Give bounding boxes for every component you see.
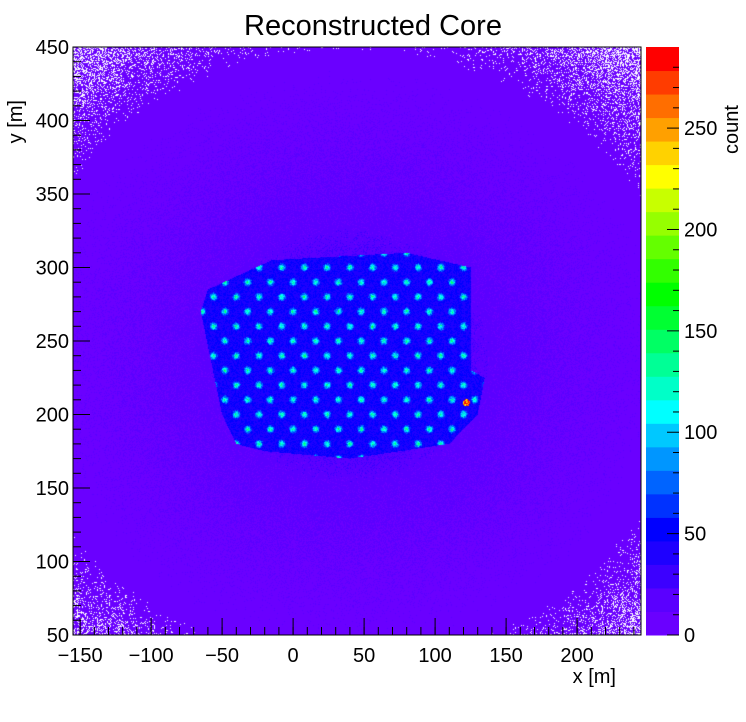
y-tick-label: 350 (36, 184, 69, 206)
color-scale-step (646, 305, 679, 330)
color-scale-step (646, 70, 679, 95)
z-tick-label: 100 (684, 422, 717, 444)
color-scale-step (646, 493, 679, 518)
y-tick-label: 50 (47, 625, 69, 647)
x-tick-label: −150 (58, 645, 103, 667)
x-tick-label: 100 (418, 645, 451, 667)
x-tick-label: 200 (560, 645, 593, 667)
color-scale-step (646, 94, 679, 119)
x-tick-label: −100 (129, 645, 174, 667)
color-scale-axis: 0 50 100 150 200 250 (667, 66, 717, 647)
x-axis-label: x [m] (573, 666, 616, 688)
z-tick-label: 200 (684, 219, 717, 241)
y-tick-label: 200 (36, 405, 69, 427)
heatmap-canvas (73, 47, 641, 635)
color-scale-step (646, 188, 679, 213)
x-tick-label: 0 (288, 645, 299, 667)
y-tick-label: 100 (36, 552, 69, 574)
y-tick-label: 150 (36, 478, 69, 500)
color-scale-step (646, 211, 679, 236)
chart-title: Reconstructed Core (244, 10, 502, 42)
color-scale-label: count (721, 105, 743, 154)
z-tick-label: 0 (684, 625, 695, 647)
color-scale-step (646, 235, 679, 260)
color-scale-step (646, 329, 679, 354)
color-scale-step (646, 282, 679, 307)
color-scale-step (646, 470, 679, 495)
heatmap-area (73, 47, 641, 635)
x-tick-label: −50 (205, 645, 239, 667)
color-scale-step (646, 587, 679, 612)
color-scale-step (646, 564, 679, 589)
y-tick-label: 300 (36, 258, 69, 280)
y-axis: 50 100 150 200 250 300 350 400 450 (36, 37, 90, 647)
color-scale-step (646, 446, 679, 471)
x-tick-label: 150 (489, 645, 522, 667)
y-tick-label: 400 (36, 111, 69, 133)
color-scale-step (646, 117, 679, 142)
z-tick-label: 150 (684, 321, 717, 343)
y-tick-label: 250 (36, 331, 69, 353)
color-scale-bar (646, 47, 679, 636)
z-tick-label: 50 (684, 524, 706, 546)
color-scale-step (646, 376, 679, 401)
color-scale-step (646, 141, 679, 166)
color-scale-step (646, 423, 679, 448)
x-axis: −150 −100 −50 0 50 100 150 200 (58, 618, 635, 667)
z-tick-label: 250 (684, 118, 717, 140)
y-tick-label: 450 (36, 37, 69, 59)
color-scale-step (646, 517, 679, 542)
color-scale-step (646, 352, 679, 377)
color-scale-step (646, 611, 679, 636)
y-axis-label: y [m] (5, 100, 27, 143)
color-scale-step (646, 540, 679, 565)
x-tick-label: 50 (353, 645, 375, 667)
color-scale-step (646, 258, 679, 283)
